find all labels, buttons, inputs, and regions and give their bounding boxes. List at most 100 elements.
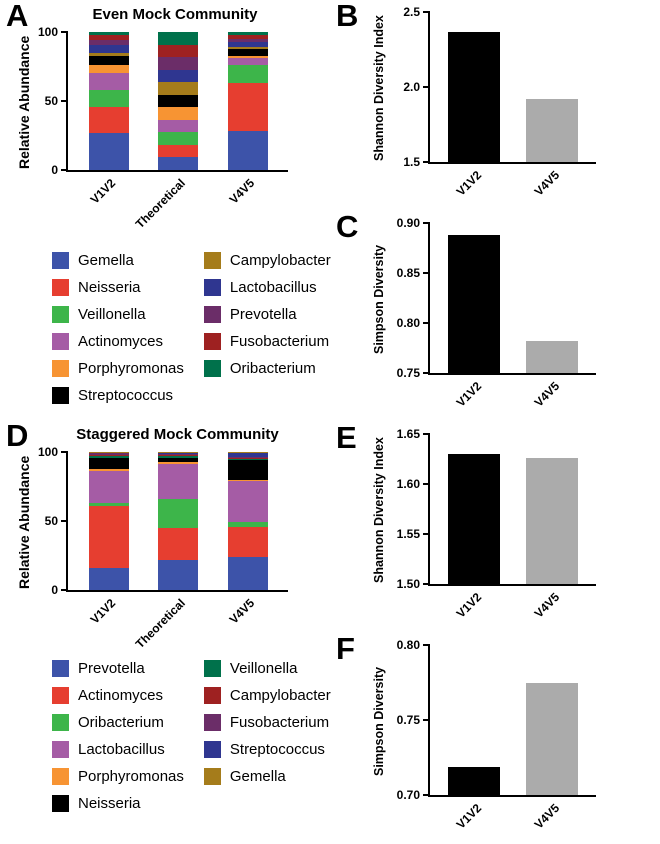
legend-item-Veillonella: Veillonella: [203, 660, 331, 677]
segment-Actinomyces: [158, 119, 198, 133]
y-tick: 1.50: [397, 577, 430, 591]
y-tick: 2.5: [403, 5, 430, 19]
legend-label: Streptococcus: [78, 387, 174, 404]
y-tick-mark: [423, 272, 430, 274]
legend-even-community: Gemella Neisseria Veillonella Actinomyces Po…: [52, 252, 331, 404]
legend-label: Prevotella: [229, 306, 297, 323]
x-tick-label: V1V2: [453, 168, 484, 199]
y-tick: 0.70: [397, 788, 430, 802]
legend-item-Lactobacillus: Lactobacillus: [203, 279, 331, 296]
segment-Gemella: [88, 132, 129, 170]
y-tick-mark: [423, 483, 430, 485]
y-tick-mark: [423, 322, 430, 324]
legend-swatch: [203, 660, 221, 677]
y-tick-label: 0.75: [396, 713, 420, 727]
segment-Neisseria: [227, 83, 268, 132]
y-tick-mark: [423, 372, 430, 374]
segment-Fusobacterium: [88, 453, 129, 455]
bar-rect-V1V2: [88, 452, 129, 590]
y-tick-label: 1.5: [403, 155, 420, 169]
legend-label: Fusobacterium: [229, 714, 330, 731]
segment-Oribacterium: [158, 498, 198, 528]
x-tick-label: V1V2: [87, 596, 119, 627]
legend-label: Fusobacterium: [229, 333, 330, 350]
stacked-bar-chart-staggered: 0 50 100 V1V2 Theoretical V4V5: [38, 445, 288, 651]
segment-Gemella: [158, 452, 198, 453]
segment-Lactobacillus: [158, 69, 198, 83]
y-tick-mark: [61, 520, 68, 522]
y-tick: 1.55: [397, 527, 430, 541]
bars-area: V1V2 V4V5: [430, 223, 596, 410]
segment-Lactobacillus: [227, 481, 268, 523]
y-tick: 0.80: [397, 316, 430, 330]
bar-rect-V4V5: [227, 32, 268, 170]
panel-e-shannon-staggered: E Shannon Diversity Index 1.50 1.55 1.60 1.…: [330, 420, 660, 633]
segment-Campylobacter: [158, 454, 198, 457]
legend-item-Gemella: Gemella: [203, 768, 331, 785]
legend-item-Actinomyces: Actinomyces: [52, 687, 184, 704]
segment-Streptococcus: [158, 452, 198, 455]
segment-Oribacterium: [88, 503, 129, 506]
bar-rect-V1V2: [448, 235, 500, 373]
segment-Prevotella: [158, 559, 198, 590]
segment-Lactobacillus: [158, 464, 198, 499]
segment-Gemella: [88, 452, 129, 453]
y-tick-label: 0.85: [396, 266, 420, 280]
bar-V4V5: V4V5: [219, 452, 277, 627]
segment-Campylobacter: [88, 52, 129, 56]
segment-Prevotella: [227, 556, 268, 590]
bar-chart-simpson-even: 0.75 0.80 0.85 0.90 V1V2 V4V5: [397, 216, 596, 410]
legend-label: Actinomyces: [78, 687, 164, 704]
segment-Veillonella: [88, 456, 129, 458]
legend-label: Oribacterium: [229, 360, 316, 377]
y-tick: 1.65: [397, 427, 430, 441]
legend-swatch: [52, 279, 69, 296]
segment-Actinomyces: [227, 58, 268, 66]
bar-V4V5: V4V5: [518, 645, 586, 832]
y-tick: 0.90: [397, 216, 430, 230]
segment-Prevotella: [158, 57, 198, 70]
segment-Streptococcus: [88, 55, 129, 66]
segment-Lactobacillus: [227, 41, 268, 48]
x-tick-label: V1V2: [453, 590, 484, 621]
bar-rect-Theoretical: [158, 32, 198, 170]
bars-area: V1V2 Theoretical V4V5: [68, 452, 288, 651]
panel-letter-c: C: [336, 209, 359, 244]
segment-Porphyromonas: [158, 107, 198, 120]
y-tick: 0.80: [397, 638, 430, 652]
y-tick-label: 0: [51, 583, 58, 597]
y-tick-mark: [423, 86, 430, 88]
x-tick-label: V4V5: [226, 596, 258, 627]
legend-item-Porphyromonas: Porphyromonas: [52, 360, 184, 377]
y-tick: 2.0: [403, 80, 430, 94]
bar-rect-V1V2: [448, 454, 500, 584]
y-tick-mark: [423, 222, 430, 224]
bar-rect-V4V5: [526, 682, 578, 795]
y-tick: 50: [45, 94, 68, 108]
y-tick: 100: [38, 445, 68, 459]
legend-swatch: [203, 741, 221, 758]
legend-label: Gemella: [78, 252, 134, 269]
segment-Veillonella: [158, 132, 198, 145]
legend-label: Veillonella: [78, 306, 146, 323]
x-tick-label: V4V5: [531, 801, 562, 832]
y-tick-mark: [423, 644, 430, 646]
segment-Veillonella: [158, 456, 198, 458]
legend-swatch: [203, 333, 221, 350]
segment-Streptococcus: [227, 48, 268, 56]
panel-letter-e: E: [336, 420, 357, 455]
legend-item-Fusobacterium: Fusobacterium: [203, 714, 331, 731]
legend-label: Lactobacillus: [229, 279, 317, 296]
x-tick-label: V1V2: [87, 176, 119, 207]
legend-swatch: [52, 741, 69, 758]
x-tick-label: V4V5: [531, 379, 562, 410]
legend-item-Prevotella: Prevotella: [52, 660, 184, 677]
segment-Porphyromonas: [88, 65, 129, 74]
y-tick-label: 0: [51, 163, 58, 177]
segment-Prevotella: [227, 38, 268, 42]
y-tick-label: 50: [44, 514, 58, 528]
x-tick-label: V4V5: [226, 176, 258, 207]
legend-label: Neisseria: [78, 795, 141, 812]
segment-Gemella: [227, 131, 268, 170]
bar-rect-V4V5: [526, 458, 578, 584]
